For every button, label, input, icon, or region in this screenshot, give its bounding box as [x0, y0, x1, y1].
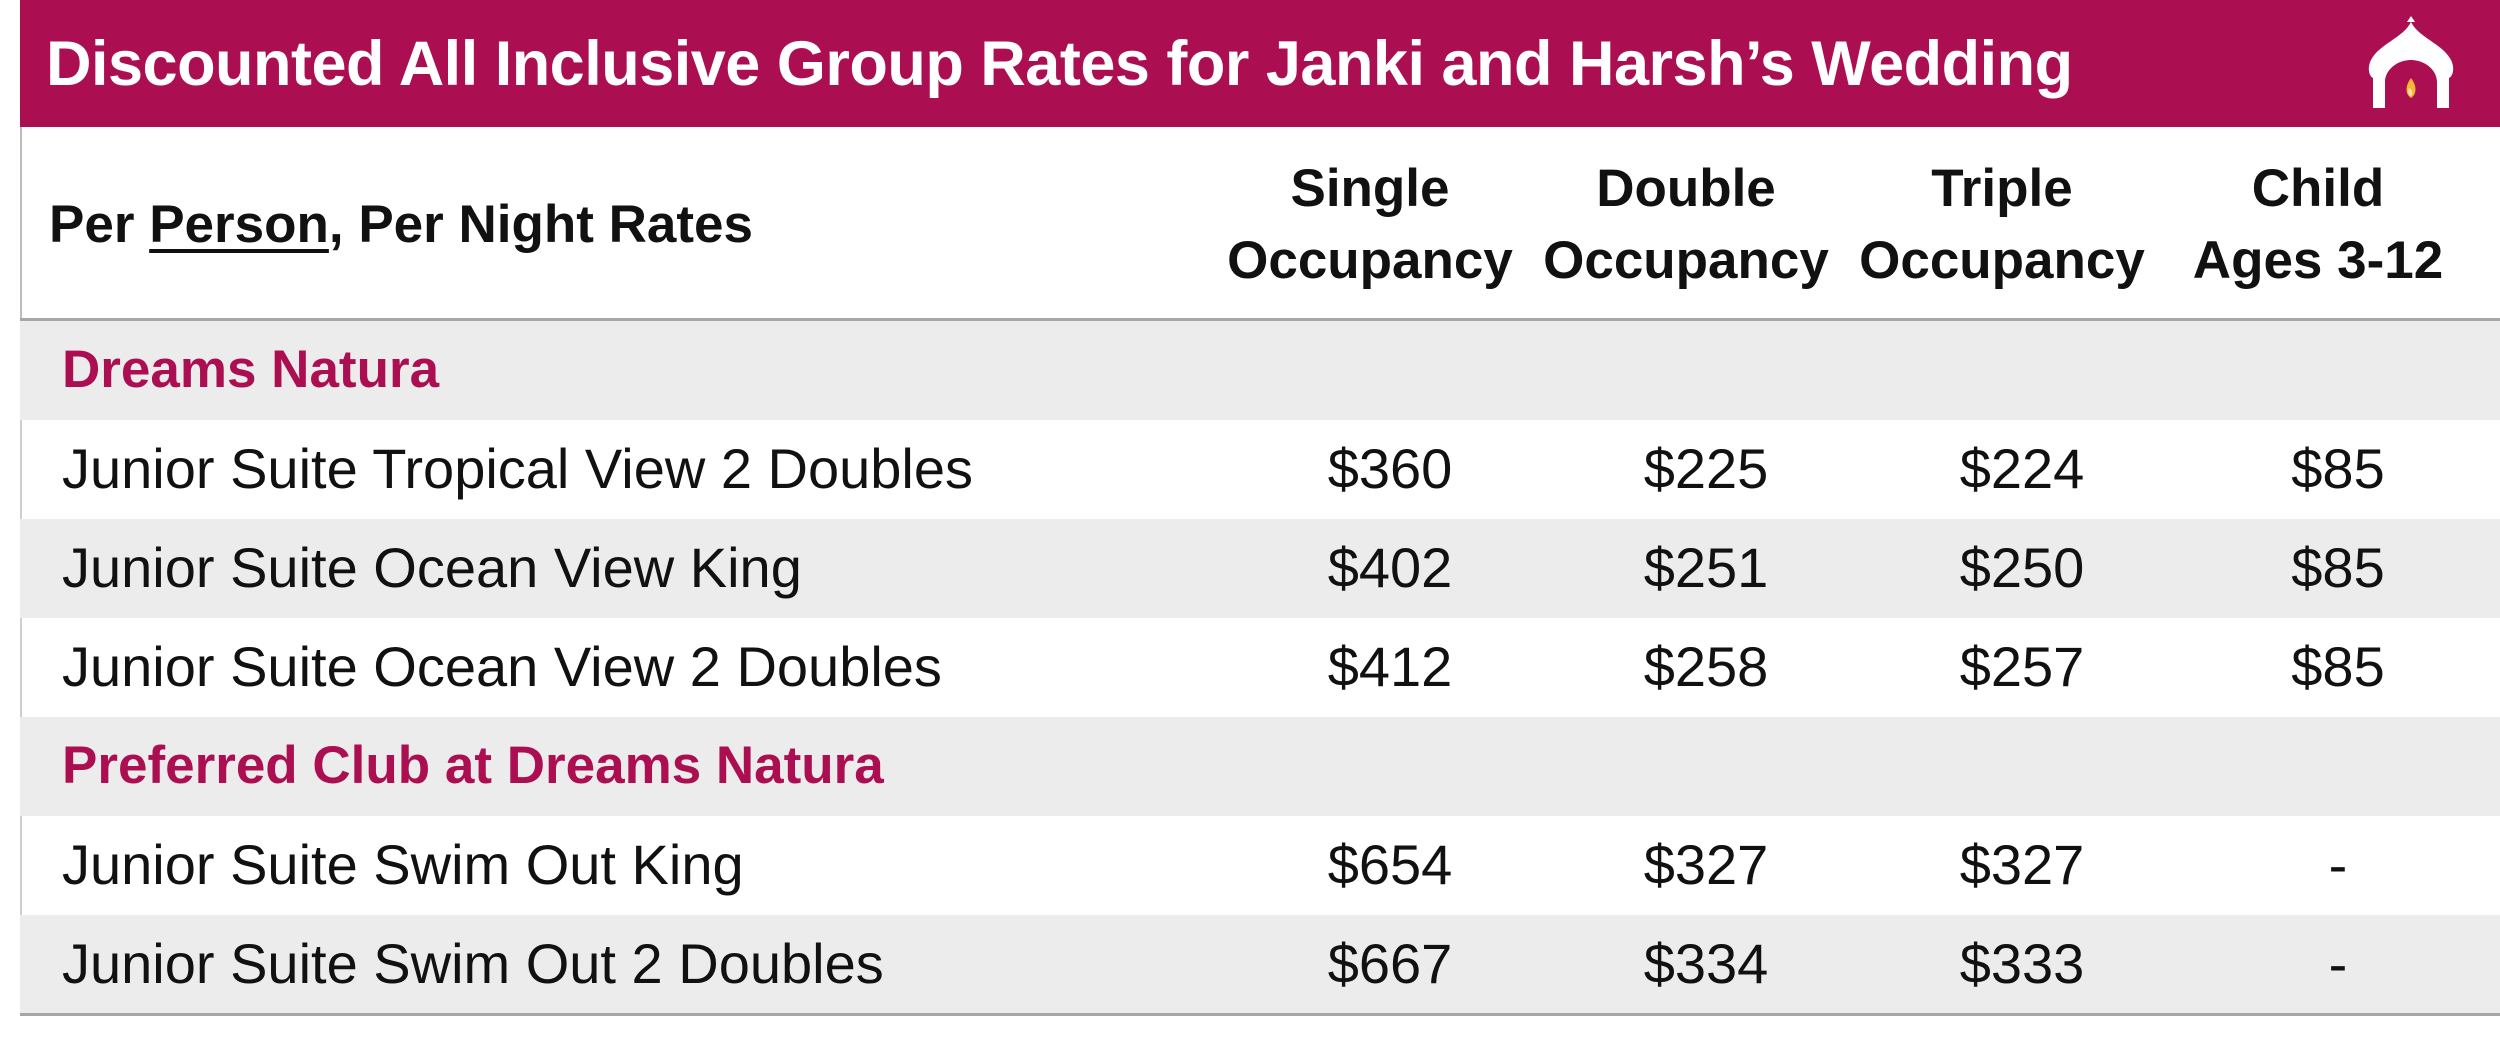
header-divider	[20, 318, 2500, 321]
section-heading: Preferred Club at Dreams Natura	[62, 736, 884, 795]
rate-double: $225	[1643, 437, 1769, 500]
table-left-border	[20, 127, 22, 320]
table-row: Junior Suite Ocean View King $402 $251 $…	[20, 519, 2500, 618]
section-heading-row: Preferred Club at Dreams Natura	[20, 717, 2500, 816]
table-row: Junior Suite Tropical View 2 Doubles $36…	[20, 420, 2500, 519]
column-header-line: Ages 3-12	[2192, 231, 2444, 290]
room-type-name: Junior Suite Ocean View King	[62, 536, 802, 599]
table-header-row	[22, 127, 2500, 318]
rate-basis-label: Per Person, Per Night Rates	[49, 190, 753, 260]
room-type-name: Junior Suite Tropical View 2 Doubles	[62, 437, 974, 500]
column-header-triple: Triple Occupancy	[1842, 153, 2162, 297]
row-left-border	[20, 420, 22, 519]
rate-triple: $224	[1959, 437, 2085, 500]
rate-triple: $257	[1959, 635, 2085, 698]
page-title: Discounted All Inclusive Group Rates for…	[46, 29, 2073, 99]
rate-double: $251	[1643, 536, 1769, 599]
column-header-line: Occupancy	[1543, 231, 1829, 290]
column-header-line: Triple	[1931, 159, 2073, 218]
table-bottom-border	[20, 1013, 2500, 1016]
column-header-line: Occupancy	[1227, 231, 1513, 290]
rate-single: $360	[1327, 437, 1453, 500]
rate-single: $667	[1327, 932, 1453, 995]
room-type-name: Junior Suite Swim Out King	[62, 833, 744, 896]
room-type-name: Junior Suite Swim Out 2 Doubles	[62, 932, 884, 995]
temple-arch-flame-icon	[2368, 16, 2454, 108]
rate-triple: $327	[1959, 833, 2085, 896]
column-header-double: Double Occupancy	[1526, 153, 1846, 297]
rate-triple: $333	[1959, 932, 2085, 995]
rate-double: $258	[1643, 635, 1769, 698]
rate-basis-underlined: Person	[149, 195, 329, 254]
column-header-child: Child Ages 3-12	[2158, 153, 2478, 297]
rate-basis-suffix: , Per Night Rates	[328, 195, 753, 254]
rate-child: -	[2328, 932, 2348, 995]
column-header-line: Child	[2251, 159, 2385, 218]
rate-single: $412	[1327, 635, 1453, 698]
rate-triple: $250	[1959, 536, 2085, 599]
column-header-line: Single	[1290, 159, 1450, 218]
column-header-line: Double	[1596, 159, 1776, 218]
section-heading: Dreams Natura	[62, 340, 440, 399]
table-row: Junior Suite Swim Out King $654 $327 $32…	[20, 816, 2500, 915]
rate-double: $334	[1643, 932, 1769, 995]
column-header-single: Single Occupancy	[1210, 153, 1530, 297]
rate-single: $654	[1327, 833, 1453, 896]
rate-child: $85	[2291, 437, 2385, 500]
section-heading-row: Dreams Natura	[20, 321, 2500, 420]
rate-child: $85	[2291, 635, 2385, 698]
rate-basis-prefix: Per	[49, 195, 150, 254]
rate-child: $85	[2291, 536, 2385, 599]
table-row: Junior Suite Ocean View 2 Doubles $412 $…	[20, 618, 2500, 717]
rate-child: -	[2328, 833, 2348, 896]
row-left-border	[20, 816, 22, 915]
rate-single: $402	[1327, 536, 1453, 599]
room-type-name: Junior Suite Ocean View 2 Doubles	[62, 635, 942, 698]
row-left-border	[20, 618, 22, 717]
column-header-line: Occupancy	[1859, 231, 2145, 290]
rate-double: $327	[1643, 833, 1769, 896]
title-banner: Discounted All Inclusive Group Rates for…	[20, 0, 2500, 127]
table-row: Junior Suite Swim Out 2 Doubles $667 $33…	[20, 915, 2500, 1014]
